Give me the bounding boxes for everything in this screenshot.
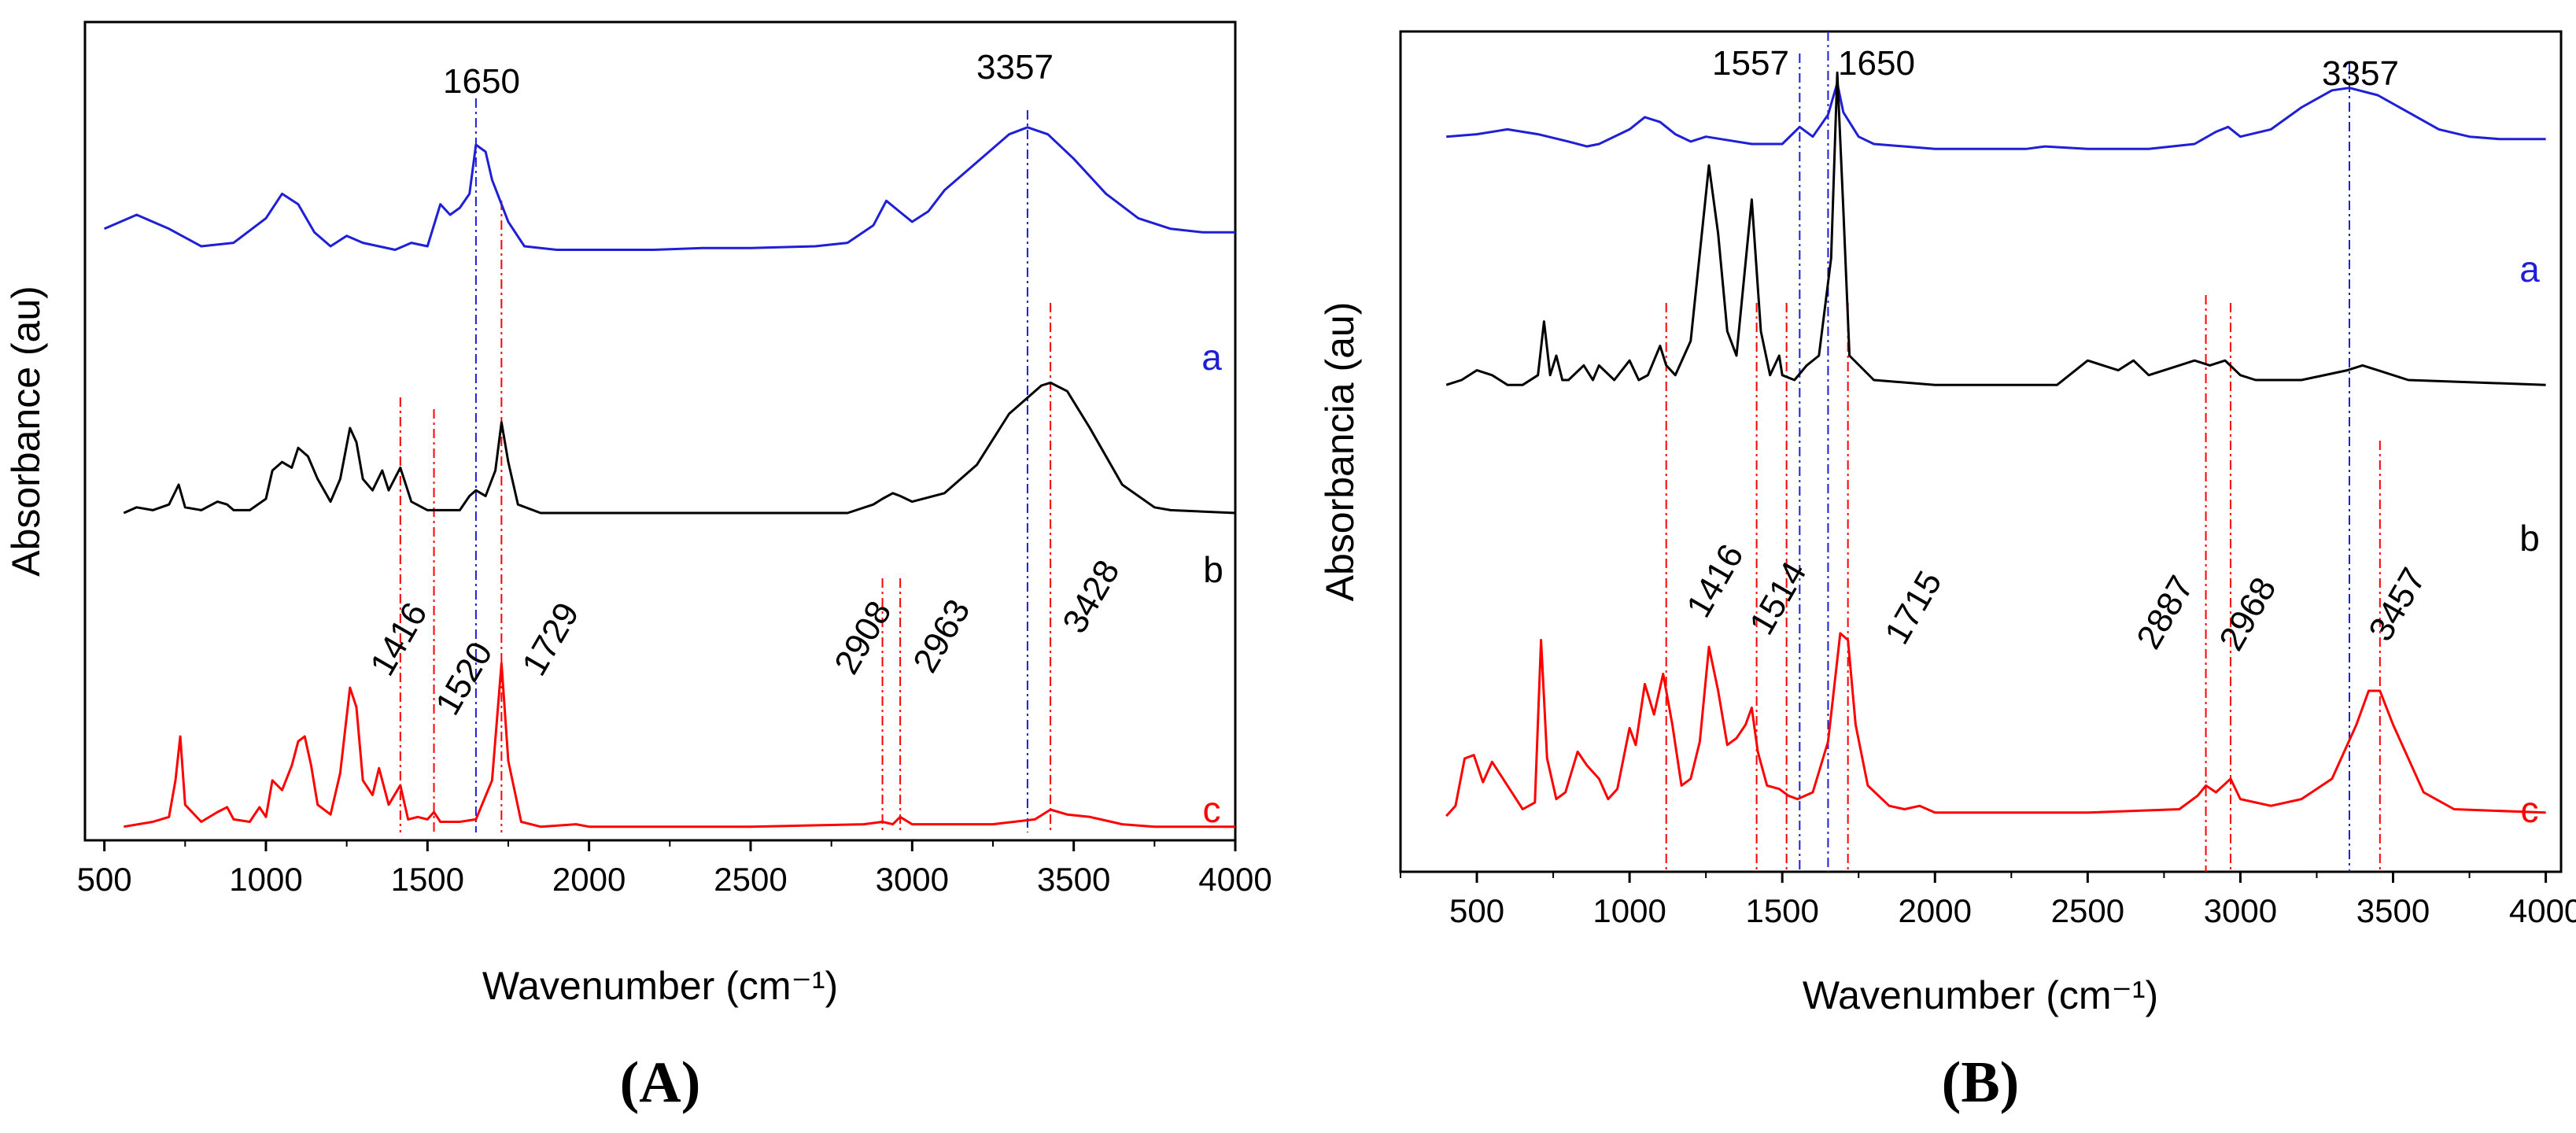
panel-a-series-b bbox=[123, 381, 1236, 515]
panel-a-x-tick-label-3500: 3500 bbox=[1037, 861, 1110, 898]
panel-a-series-label-a: a bbox=[1201, 337, 1222, 378]
panel-b-label: (B) bbox=[1942, 1050, 2020, 1115]
panel-a-series-a bbox=[104, 126, 1235, 251]
panel-b-peak-label-1650: 1650 bbox=[1838, 44, 1915, 83]
panel-b-plot-frame bbox=[1399, 30, 2563, 873]
panel-b-series-label-c: c bbox=[2521, 789, 2539, 830]
panel-a-label-close: ) bbox=[681, 1050, 701, 1115]
panel-b-peak-label-3357: 3357 bbox=[2322, 54, 2399, 93]
panel-a-x-tick-label-2500: 2500 bbox=[714, 861, 787, 898]
panel-a-x-tick-label-1000: 1000 bbox=[229, 861, 302, 898]
panel-a-x-axis-label: Wavenumber (cm⁻¹) bbox=[482, 964, 838, 1008]
panel-b-label-open: ( bbox=[1942, 1050, 1962, 1115]
panel-a-label-open: ( bbox=[620, 1050, 640, 1115]
panel-b-peak-label-1557: 1557 bbox=[1712, 44, 1789, 83]
panel-a-peak-label-1650: 1650 bbox=[443, 62, 520, 101]
panel-a-x-tick-label-3000: 3000 bbox=[876, 861, 949, 898]
panel-a-x-tick-label-500: 500 bbox=[77, 861, 132, 898]
panel-b-x-axis-label: Wavenumber (cm⁻¹) bbox=[1803, 973, 2158, 1017]
panel-a-x-tick-label-1500: 1500 bbox=[391, 861, 464, 898]
panel-a-series-label-b: b bbox=[1203, 549, 1223, 590]
panel-b-series-label-b: b bbox=[2519, 518, 2540, 559]
panel-a-x-tick-label-4000: 4000 bbox=[1198, 861, 1271, 898]
panel-b-label-close: ) bbox=[2000, 1050, 2020, 1115]
panel-a-peak-label-3357: 3357 bbox=[976, 48, 1054, 87]
panel-a-label-letter: A bbox=[639, 1050, 681, 1115]
panel-b-series-a bbox=[1446, 82, 2546, 150]
panel-b-series-label-a: a bbox=[2519, 249, 2540, 290]
panel-b-label-letter: B bbox=[1961, 1050, 1999, 1115]
panel-b-x-tick-label-1000: 1000 bbox=[1592, 892, 1666, 929]
panel-a-y-axis-label: Absorbance (au) bbox=[4, 286, 48, 577]
panel-b-x-tick-label-500: 500 bbox=[1449, 892, 1504, 929]
panel-b-x-tick-label-4000: 4000 bbox=[2509, 892, 2576, 929]
panel-a-label: (A) bbox=[620, 1050, 701, 1115]
panel-a-series-label-c: c bbox=[1203, 789, 1221, 830]
panel-b-y-axis-label: Absorbancia (au) bbox=[1318, 302, 1362, 602]
panel-a-x-tick-label-2000: 2000 bbox=[552, 861, 626, 898]
panel-a-plot-frame bbox=[83, 20, 1237, 842]
panel-b-x-tick-label-1500: 1500 bbox=[1745, 892, 1818, 929]
panel-b-series-b bbox=[1445, 71, 2546, 386]
panel-b-x-tick-label-2000: 2000 bbox=[1899, 892, 1972, 929]
panel-a-series-c bbox=[124, 662, 1235, 829]
panel-b-series-c bbox=[1445, 632, 2546, 817]
panel-b-x-tick-label-3000: 3000 bbox=[2204, 892, 2277, 929]
panel-b-x-tick-label-3500: 3500 bbox=[2356, 892, 2430, 929]
panel-b-x-tick-label-2500: 2500 bbox=[2051, 892, 2124, 929]
